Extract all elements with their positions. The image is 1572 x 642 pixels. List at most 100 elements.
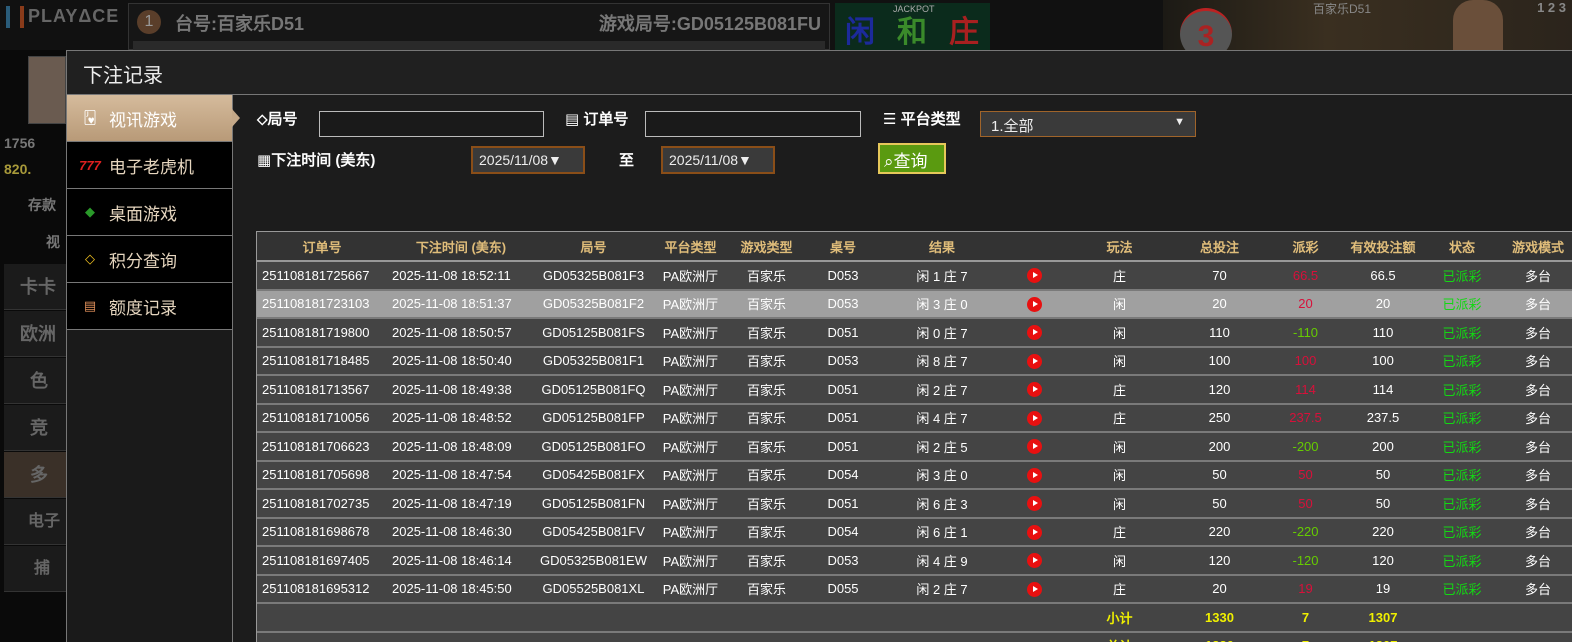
play-video-icon[interactable] [1027,496,1042,512]
bet-player[interactable]: 闲 [845,16,875,49]
table-row[interactable]: 251108181702735 2025-11-08 18:47:19 GD0512… [257,489,1572,519]
table-row[interactable]: 251108181710056 2025-11-08 18:48:52 GD0512… [257,403,1572,433]
table-row[interactable]: 251108181697405 2025-11-08 18:46:14 GD0532… [257,546,1572,576]
nav-slots[interactable]: 777 电子老虎机 [67,142,232,189]
order-input[interactable] [645,111,861,137]
lobby-menu-item[interactable]: 电子 [4,499,66,545]
table-id-cell: D051 [804,403,882,433]
play-video-icon[interactable] [1027,553,1042,569]
replay-cell [1002,460,1067,490]
query-button[interactable]: ⌕查询 [878,143,946,174]
column-header: 有效投注额 [1344,232,1422,262]
result-cell: 闲 6 庄 3 [882,489,1002,519]
lobby-menu-item[interactable]: 色 [4,358,66,404]
play-video-icon[interactable] [1027,410,1042,426]
game-type-cell: 百家乐 [729,517,804,547]
game-table-header: 1 台号:百家乐D51 游戏局号:GD05125B081FU [128,3,830,51]
table-row[interactable]: 251108181698678 2025-11-08 18:46:30 GD0542… [257,517,1572,547]
valid-bet-cell: 20 [1344,289,1422,319]
play-video-icon[interactable] [1027,296,1042,312]
payout-cell: 19 [1267,574,1344,604]
table-row[interactable]: 251108181725667 2025-11-08 18:52:11 GD0532… [257,261,1572,291]
table-row[interactable]: 251108181719800 2025-11-08 18:50:57 GD0512… [257,318,1572,348]
chips-icon: ◆ [85,204,95,219]
round-id-cell: GD05525B081XL [535,574,652,604]
table-row[interactable]: 251108181723103 2025-11-08 18:51:37 GD0532… [257,289,1572,319]
empty-cell [729,631,804,642]
result-cell: 闲 8 庄 7 [882,346,1002,376]
playing-cards-icon: 🂻 [83,110,97,125]
empty-cell [729,603,804,633]
game-type-cell: 百家乐 [729,489,804,519]
date-from-picker[interactable]: 2025/11/08▼ [471,146,585,174]
game-type-cell: 百家乐 [729,403,804,433]
status-cell: 已派彩 [1422,489,1502,519]
live-link[interactable]: 视 [46,234,60,250]
table-row[interactable]: 251108181695312 2025-11-08 18:45:50 GD0552… [257,574,1572,604]
play-video-icon[interactable] [1027,524,1042,540]
empty-cell [652,603,729,633]
calendar-icon: ▦ [257,152,272,169]
nav-points[interactable]: ◇ 积分查询 [67,236,232,283]
total-bet-cell: 120 [1172,375,1267,405]
payout-cell: 50 [1267,489,1344,519]
status-cell: 已派彩 [1422,517,1502,547]
bet-time-cell: 2025-11-08 18:50:40 [387,346,535,376]
replay-cell [1002,375,1067,405]
round-id-cell: GD05325B081EW [535,546,652,576]
date-to-picker[interactable]: 2025/11/08▼ [661,146,775,174]
replay-cell [1002,517,1067,547]
table-row[interactable]: 251108181705698 2025-11-08 18:47:54 GD0542… [257,460,1572,490]
platform-selected: 1.全部 [991,118,1034,135]
lobby-menu-item[interactable]: 竞 [4,405,66,451]
bet-board[interactable]: 闲 和 庄 JACKPOT [835,3,990,50]
valid-bet-cell: 66.5 [1344,261,1422,291]
lobby-menu-item[interactable]: 多 [4,452,66,498]
platform-select[interactable]: 1.全部 ▼ [980,111,1196,137]
nav-credit-records[interactable]: ▤ 额度记录 [67,283,232,330]
bet-tie[interactable]: 和 [897,16,927,49]
play-video-icon[interactable] [1027,467,1042,483]
play-video-icon[interactable] [1027,439,1042,455]
table-id-cell: D051 [804,375,882,405]
search-icon: ⌕ [884,152,894,171]
round-id-cell: GD05125B081FP [535,403,652,433]
bet-time-cell: 2025-11-08 18:46:30 [387,517,535,547]
play-video-icon[interactable] [1027,581,1042,597]
lobby-menu-item[interactable]: 欧洲 [4,311,66,357]
lobby-menu-item[interactable]: 捕 [4,546,66,592]
valid-bet-cell: 100 [1344,346,1422,376]
column-header: 桌号 [804,232,882,262]
round-filter-label: ⬦局号 [257,111,298,128]
status-cell: 已派彩 [1422,318,1502,348]
play-video-icon[interactable] [1027,353,1042,369]
play-video-icon[interactable] [1027,325,1042,341]
result-cell: 闲 4 庄 7 [882,403,1002,433]
dealer-image [1453,0,1503,50]
round-input[interactable] [319,111,544,137]
nav-label: 积分查询 [109,251,177,271]
valid-bet-cell: 114 [1344,375,1422,405]
table-row[interactable]: 251108181706623 2025-11-08 18:48:09 GD0512… [257,432,1572,462]
result-cell: 闲 2 庄 7 [882,574,1002,604]
total-row: 总计133071307 [257,631,1572,642]
nav-live-games[interactable]: 🂻 视讯游戏 [67,95,240,142]
modal-title: 下注记录 [67,51,1572,95]
empty-cell [257,603,387,633]
play-type-cell: 闲 [1067,489,1172,519]
order-id-cell: 251108181702735 [257,489,387,519]
bet-banker[interactable]: 庄 [949,16,979,49]
table-id-cell: D053 [804,289,882,319]
result-cell: 闲 2 庄 7 [882,375,1002,405]
server-list-icon: ☰ [883,111,901,128]
deposit-link[interactable]: 存款 [28,197,56,213]
nav-table-games[interactable]: ◆ 桌面游戏 [67,189,232,236]
table-row[interactable]: 251108181713567 2025-11-08 18:49:38 GD0512… [257,375,1572,405]
order-id-cell: 251108181697405 [257,546,387,576]
table-row[interactable]: 251108181718485 2025-11-08 18:50:40 GD0532… [257,346,1572,376]
platform-cell: PA欧洲厅 [652,574,729,604]
order-id-cell: 251108181710056 [257,403,387,433]
lobby-menu-item[interactable]: 卡卡 [4,264,66,310]
play-video-icon[interactable] [1027,268,1042,284]
play-video-icon[interactable] [1027,382,1042,398]
